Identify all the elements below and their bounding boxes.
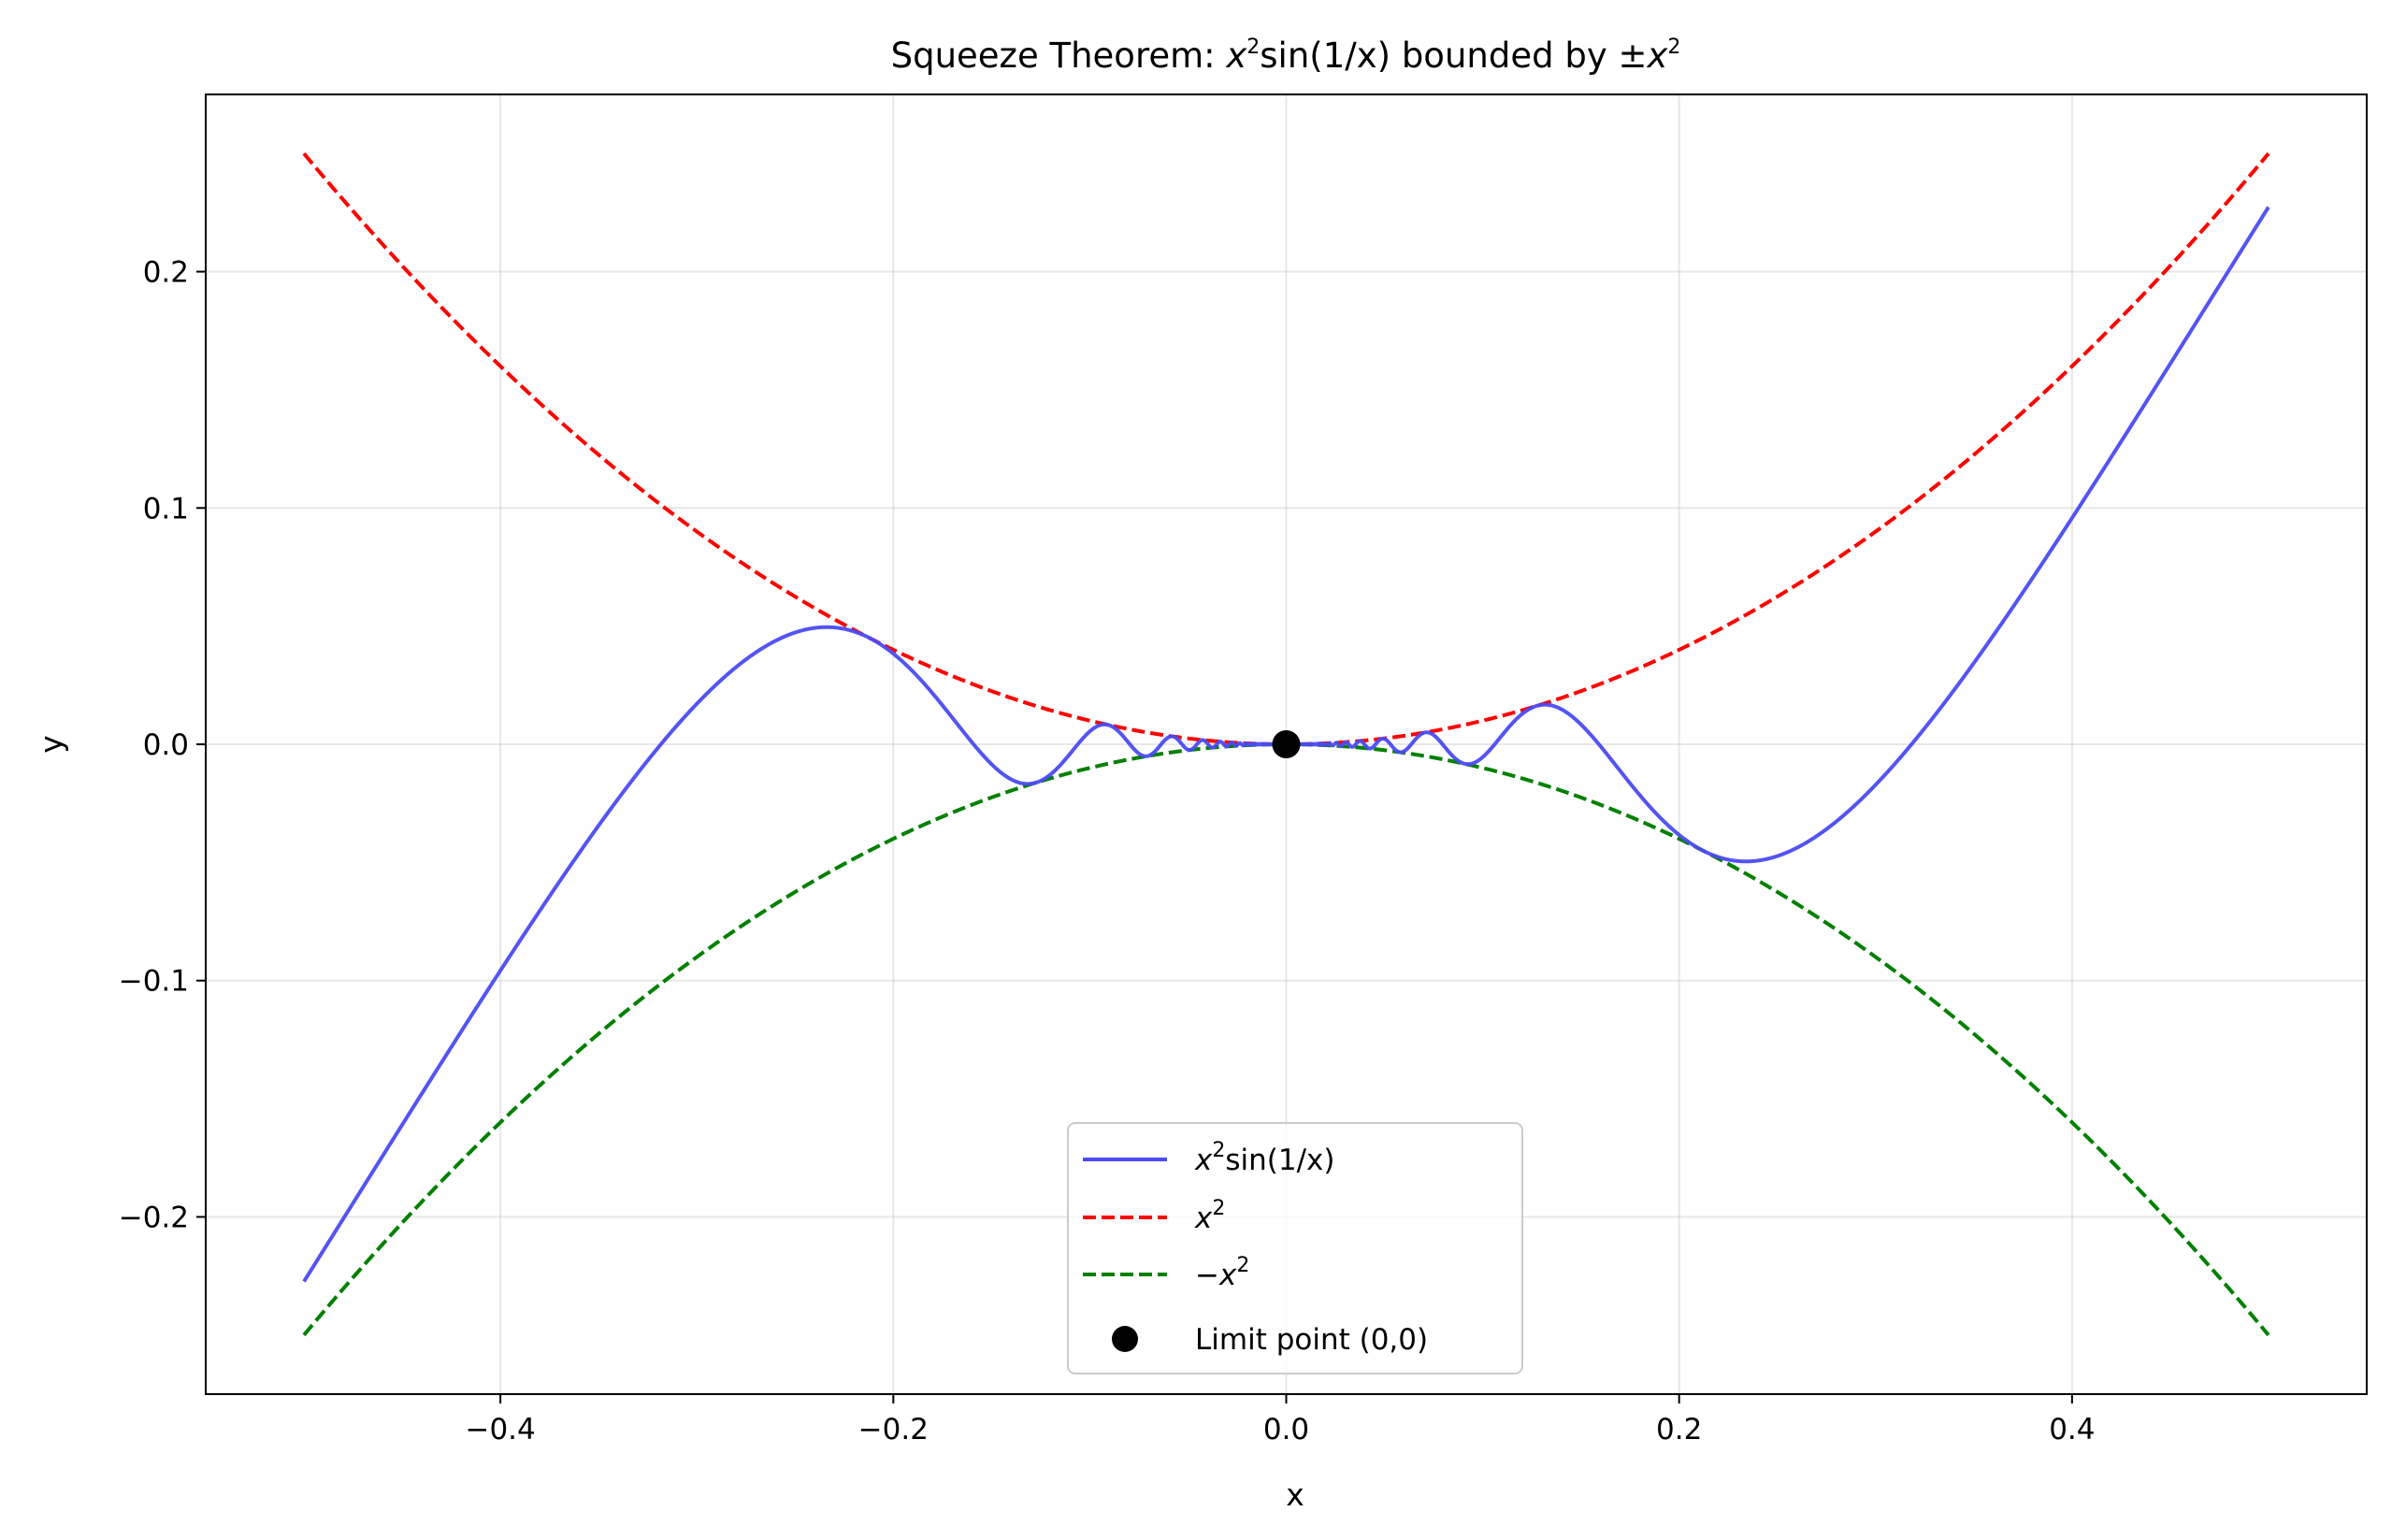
x-tick-label: −0.2 [858, 1413, 929, 1446]
legend-marker [1112, 1326, 1138, 1352]
chart-title: Squeeze Theorem: x2sin(1/x) bounded by ±… [891, 36, 1681, 76]
y-axis-ticks: −0.2 −0.1 0.0 0.1 0.2 [119, 256, 206, 1234]
y-tick-label: 0.1 [143, 492, 189, 525]
legend-label: x2sin(1/x) [1194, 1139, 1334, 1177]
x-axis-ticks: −0.4 −0.2 0.0 0.2 0.4 [465, 1394, 2096, 1446]
y-tick-label: 0.0 [143, 728, 189, 762]
legend: x2sin(1/x) x2 −x2 Limit point (0,0) [1067, 1122, 1523, 1374]
x-tick-label: 0.4 [2049, 1413, 2095, 1446]
limit-point-marker [1272, 730, 1301, 758]
x-tick-label: 0.2 [1656, 1413, 1702, 1446]
y-axis-label: y [33, 735, 69, 754]
y-tick-label: −0.2 [119, 1201, 189, 1234]
y-tick-label: 0.2 [143, 256, 189, 290]
legend-box [1067, 1122, 1523, 1374]
legend-label: −x2 [1195, 1254, 1249, 1292]
plot-lines [302, 151, 2270, 1337]
x-axis-label: x [1286, 1476, 1304, 1513]
x-tick-label: −0.4 [465, 1413, 535, 1446]
y-tick-label: −0.1 [119, 965, 189, 999]
legend-label: x2 [1194, 1197, 1225, 1235]
x-tick-label: 0.0 [1263, 1413, 1309, 1446]
legend-label: Limit point (0,0) [1195, 1323, 1428, 1357]
